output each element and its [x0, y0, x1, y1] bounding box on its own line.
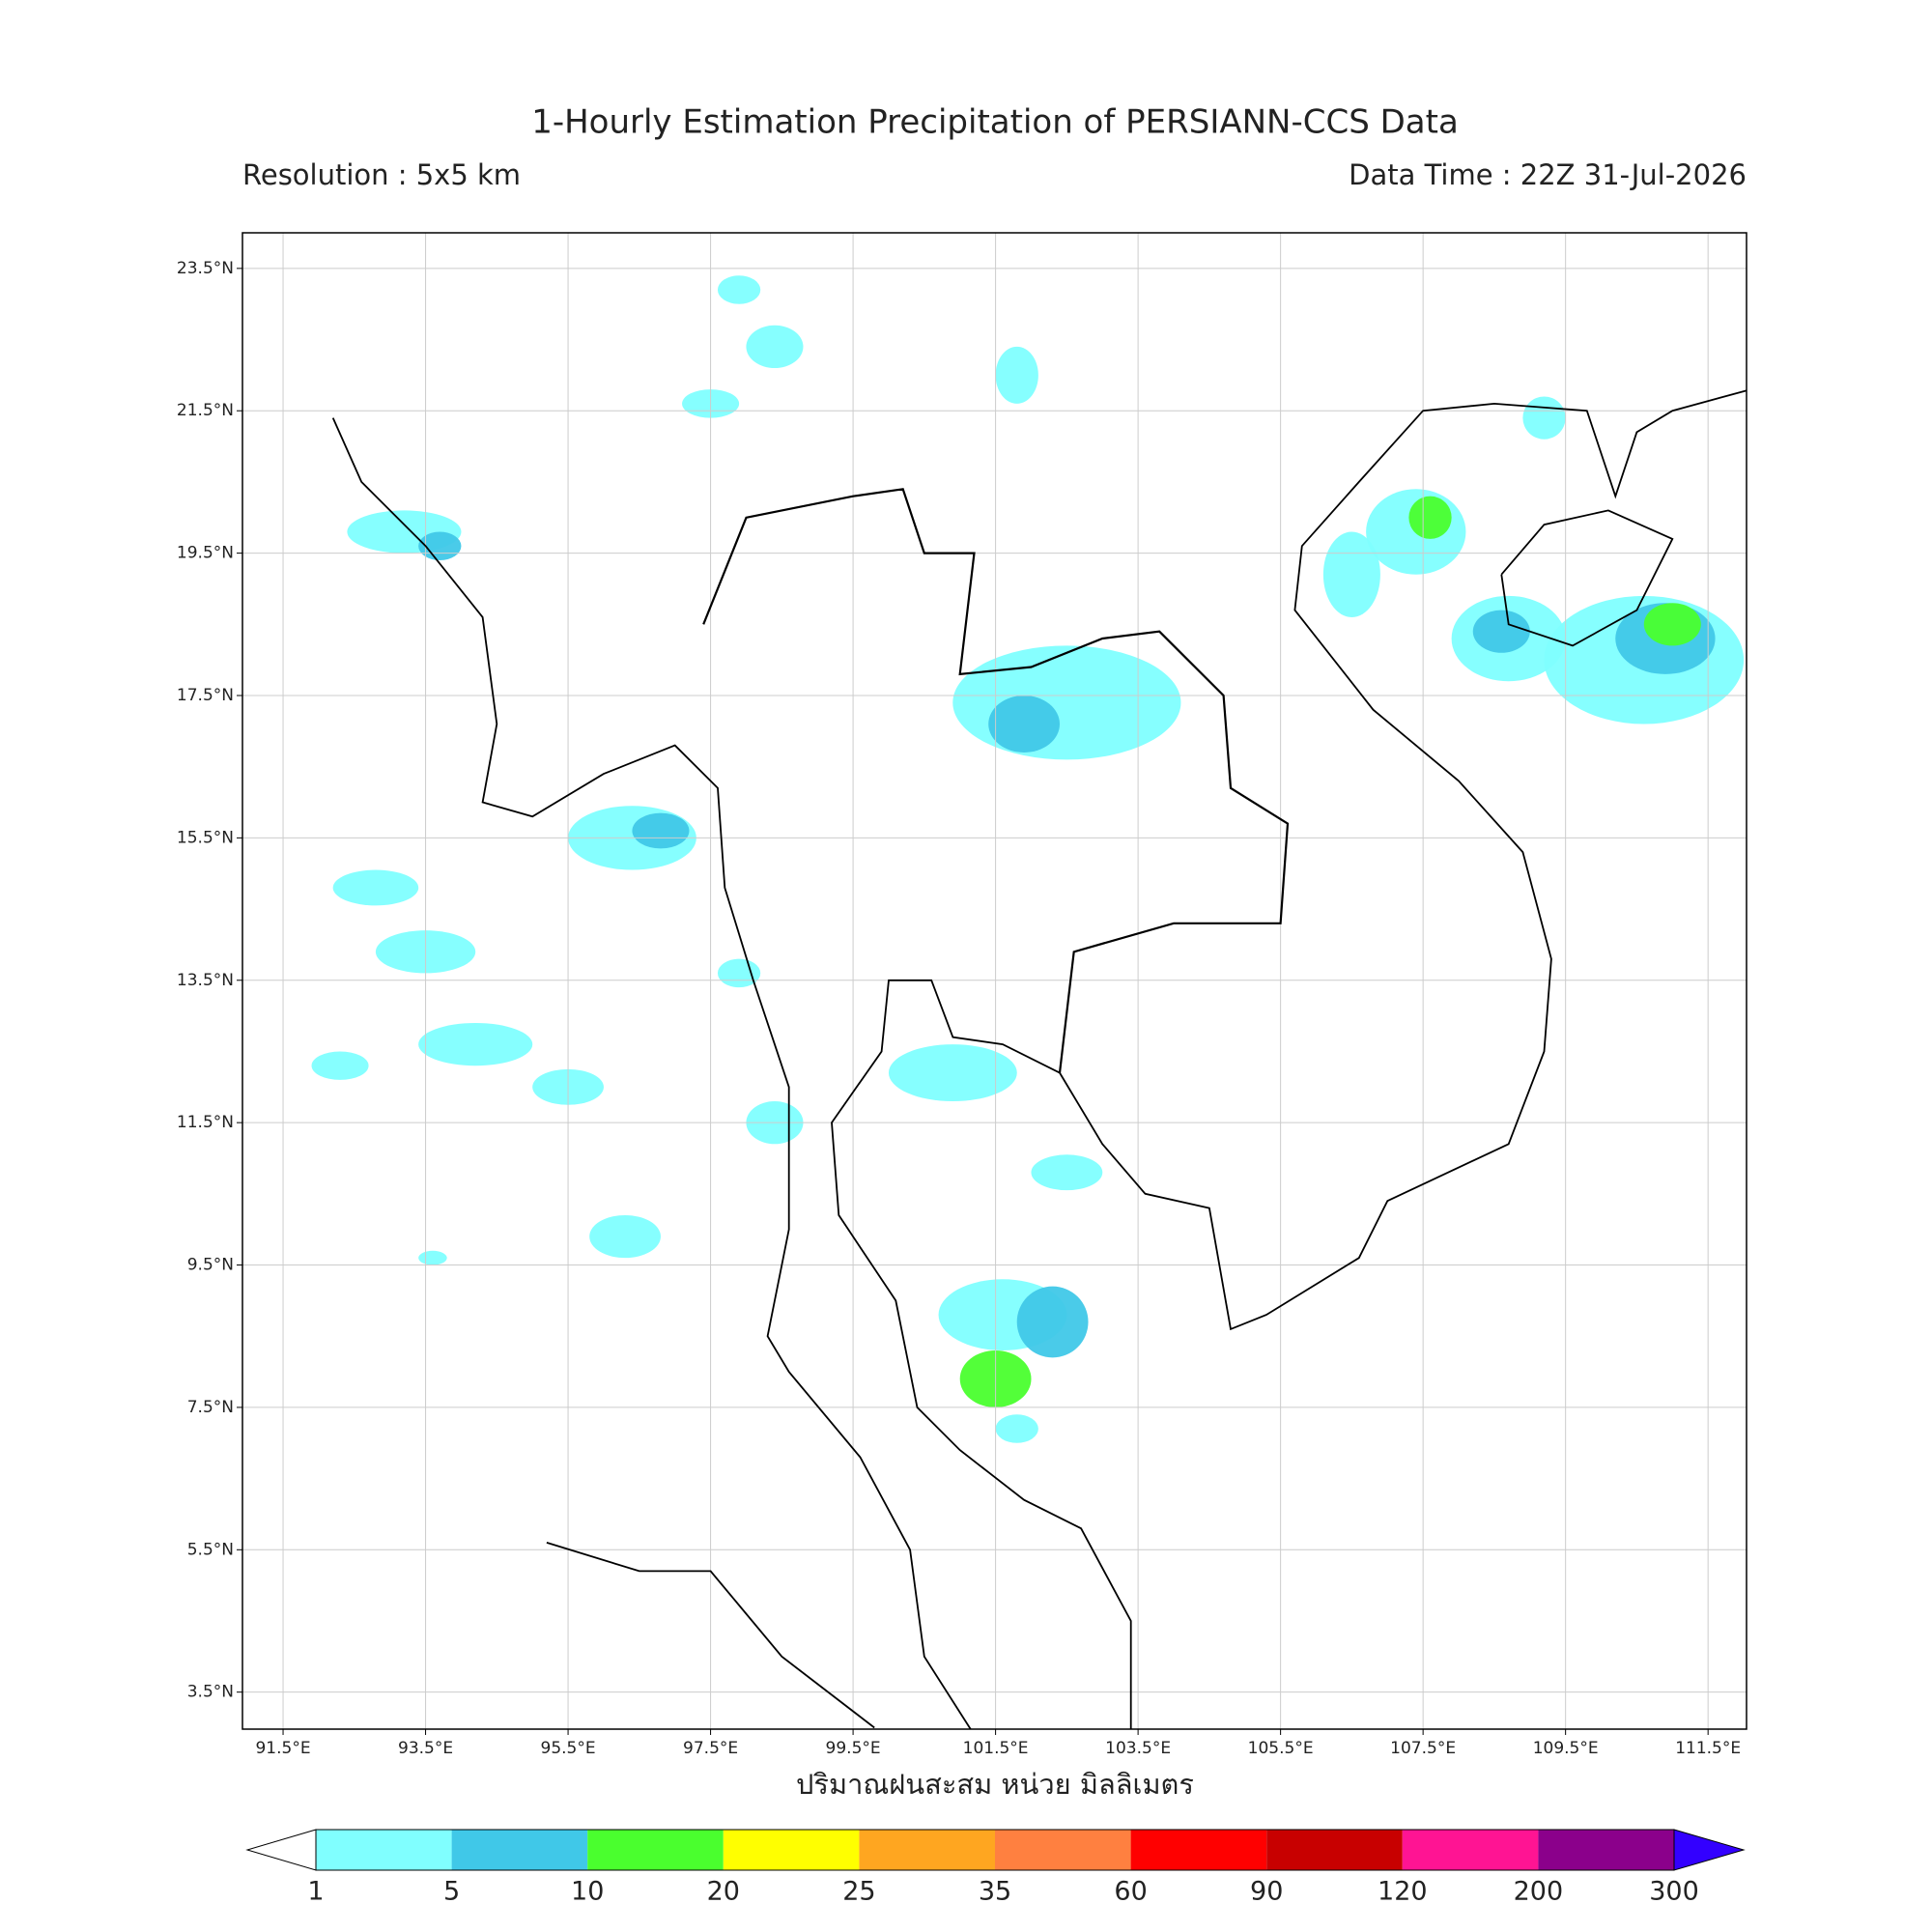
rain-area — [1472, 610, 1530, 653]
rain-area — [1031, 1154, 1103, 1191]
rain-area — [995, 346, 1038, 404]
rain-area — [332, 869, 419, 906]
y-tick-label: 19.5°N — [177, 544, 234, 563]
x-tick-label: 91.5°E — [255, 1739, 310, 1758]
title: 1-Hourly Estimation Precipitation of PER… — [531, 103, 1459, 142]
rain-area — [1322, 531, 1380, 617]
y-tick-label: 7.5°N — [187, 1398, 234, 1417]
rain-area — [632, 812, 690, 849]
colorbar-box — [1130, 1830, 1267, 1870]
colorbar-box — [316, 1830, 452, 1870]
y-tick-label: 5.5°N — [187, 1540, 234, 1559]
colorbar-tick-label: 35 — [979, 1877, 1011, 1907]
rain-area — [418, 1022, 533, 1066]
colorbar-tick-label: 90 — [1250, 1877, 1283, 1907]
y-tick-label: 13.5°N — [177, 971, 234, 990]
rain-area — [589, 1214, 661, 1259]
colorbar-outline — [315, 1829, 1675, 1871]
y-tick-label: 9.5°N — [187, 1256, 234, 1275]
colorbar-label: ปริมาณฝนสะสม หน่วย มิลลิเมตร — [796, 1768, 1194, 1801]
colorbar-tick-label: 200 — [1514, 1877, 1564, 1907]
colorbar-box — [859, 1830, 995, 1870]
country-border — [702, 488, 1290, 1073]
coastline — [1500, 509, 1674, 647]
x-tick-label: 111.5°E — [1675, 1739, 1741, 1758]
y-tick-label: 11.5°N — [177, 1113, 234, 1132]
x-tick-label: 95.5°E — [541, 1739, 596, 1758]
y-tick-label: 21.5°N — [177, 401, 234, 420]
colorbar-tick-label: 1 — [307, 1877, 324, 1907]
y-tick-label: 23.5°N — [177, 259, 234, 278]
x-tick-label: 101.5°E — [963, 1739, 1029, 1758]
rain-area — [1016, 1286, 1089, 1358]
rain-area — [952, 645, 1181, 760]
x-tick-label: 99.5°E — [826, 1739, 881, 1758]
colorbar-box — [587, 1830, 724, 1870]
x-tick-label: 109.5°E — [1533, 1739, 1599, 1758]
coastline — [331, 417, 972, 1729]
rain-area — [311, 1051, 369, 1080]
resolution: Resolution : 5x5 km — [242, 158, 521, 191]
x-tick-label: 97.5°E — [683, 1739, 738, 1758]
colorbar-tick-label: 60 — [1114, 1877, 1147, 1907]
rain-area — [995, 1414, 1038, 1443]
colorbar-box — [1266, 1830, 1403, 1870]
colorbar-box — [1538, 1830, 1674, 1870]
y-tick-label: 3.5°N — [187, 1683, 234, 1702]
colorbar-over — [1673, 1829, 1746, 1871]
x-tick-label: 107.5°E — [1390, 1739, 1456, 1758]
colorbar-tick-label: 25 — [842, 1877, 875, 1907]
rain-area — [746, 325, 804, 369]
rain-area — [888, 1044, 1017, 1102]
coastline — [546, 1542, 875, 1729]
y-tick-label: 17.5°N — [177, 686, 234, 705]
colorbar-tick-label: 10 — [571, 1877, 604, 1907]
colorbar-box — [995, 1830, 1131, 1870]
colorbar-tick-label: 300 — [1649, 1877, 1699, 1907]
y-tick-label: 15.5°N — [177, 828, 234, 847]
rain-area — [1643, 603, 1701, 646]
x-tick-label: 105.5°E — [1248, 1739, 1314, 1758]
frame — [242, 232, 1747, 1730]
colorbar-tick-label: 5 — [443, 1877, 460, 1907]
rain-area — [1408, 496, 1452, 539]
colorbar-box — [451, 1830, 588, 1870]
x-tick-label: 103.5°E — [1105, 1739, 1171, 1758]
coastline — [831, 389, 1747, 1729]
rain-area — [988, 695, 1061, 753]
rain-area — [717, 275, 761, 304]
data-time: Data Time : 22Z 31-Jul-2026 — [1349, 158, 1747, 191]
colorbar-under — [245, 1829, 317, 1871]
map-area — [242, 233, 1747, 1729]
rain-area — [1522, 396, 1566, 440]
colorbar-tick-label: 20 — [707, 1877, 740, 1907]
colorbar-box — [1402, 1830, 1539, 1870]
colorbar-box — [723, 1830, 860, 1870]
x-tick-label: 93.5°E — [398, 1739, 453, 1758]
rain-area — [418, 1250, 447, 1265]
colorbar-tick-label: 120 — [1378, 1877, 1428, 1907]
